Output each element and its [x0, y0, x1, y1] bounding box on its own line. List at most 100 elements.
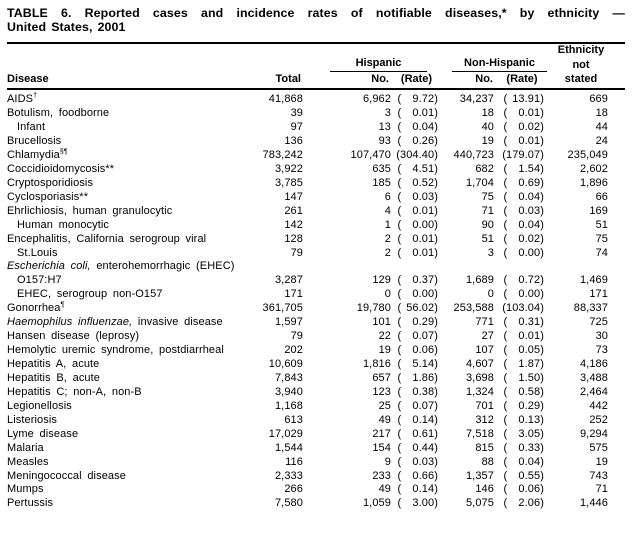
table-row: AIDS† 41,868 6,962 (9.72) 34,237 (13.91) 669	[7, 89, 625, 107]
table-row: Botulism, foodborne 39 3 (0.01) 18 (0.01) 18	[7, 107, 625, 121]
total-cell: 1,168	[274, 399, 303, 412]
ethnicity-not-stated-cell: 669	[589, 93, 608, 106]
header-disease: Disease	[7, 72, 250, 91]
nonhispanic-rate-cell: (179.07)	[502, 148, 544, 161]
header-hispanic-no: No.	[305, 72, 393, 91]
ethnicity-not-stated-cell: 19	[595, 455, 608, 468]
table-row: St.Louis 79 2 (0.01) 3 (0.00) 74	[7, 247, 625, 261]
nonhispanic-no-cell: 71	[481, 204, 494, 217]
hispanic-no-cell: 0	[384, 288, 391, 301]
disease-cell: Mumps	[7, 483, 44, 496]
nonhispanic-rate-cell: (1.54)	[503, 162, 544, 175]
header-hispanic-rate: (Rate)	[393, 72, 440, 91]
hispanic-rate-cell: (0.01)	[397, 232, 438, 245]
hispanic-no-cell: 2	[384, 232, 391, 245]
table-body: AIDS† 41,868 6,962(9.72) 34,237(13.91) 669 Bo…	[7, 89, 625, 511]
disease-cell: Human monocytic	[17, 218, 110, 231]
nonhispanic-no-cell: 3	[487, 246, 494, 259]
table-row: Hepatitis A, acute 10,609 1,816 (5.14) 4,607…	[7, 358, 625, 372]
ethnicity-not-stated-cell: 235,049	[567, 148, 608, 161]
header-total: Total	[250, 72, 305, 91]
total-cell: 7,580	[274, 497, 303, 510]
table-row: Hemolytic uremic syndrome, postdiarrheal…	[7, 344, 625, 358]
ethnicity-not-stated-cell: 24	[595, 135, 608, 147]
disease-cell: St.Louis	[17, 246, 58, 259]
header-spacer	[250, 57, 305, 72]
disease-cell: Chlamydia§¶	[7, 148, 68, 161]
nonhispanic-rate-cell: (1.50)	[503, 371, 544, 384]
table-row: Escherichia coli, enterohemorrhagic (EHE…	[7, 260, 625, 274]
hispanic-rate-cell: (304.40)	[396, 148, 438, 161]
hispanic-rate-cell: (0.38)	[397, 385, 438, 398]
hispanic-no-cell: 19	[378, 344, 391, 357]
disease-name-italic: Escherichia coli,	[7, 260, 91, 273]
nonhispanic-rate-cell: (0.13)	[503, 413, 544, 426]
disease-cell: Ehrlichiosis, human granulocytic	[7, 204, 173, 217]
table-row: Meningococcal disease 2,333 233 (0.66) 1,357…	[7, 470, 625, 484]
ethnicity-not-stated-cell: 30	[595, 330, 608, 343]
table-row: O157:H7 3,287 129 (0.37) 1,689 (0.72) 1,469	[7, 274, 625, 288]
header-spacer	[7, 44, 250, 57]
ethnicity-not-stated-cell: 743	[589, 469, 608, 482]
disease-cell: Measles	[7, 455, 49, 468]
hispanic-no-cell: 657	[372, 371, 391, 384]
total-cell: 3,940	[274, 385, 303, 398]
nonhispanic-no-cell: 3,698	[465, 371, 494, 384]
footnote-marker: †	[33, 92, 37, 100]
hispanic-rate-cell: (0.01)	[397, 107, 438, 120]
header-spacer	[440, 44, 547, 57]
hispanic-no-cell: 4	[384, 204, 391, 217]
total-cell: 128	[284, 232, 303, 245]
hispanic-rate-cell: (0.26)	[397, 135, 438, 147]
hispanic-no-cell: 3	[384, 107, 391, 120]
disease-cell: Meningococcal disease	[7, 469, 126, 482]
nonhispanic-no-cell	[440, 260, 497, 274]
nonhispanic-rate-cell: (0.00)	[503, 246, 544, 259]
ethnicity-not-stated-cell: 1,446	[579, 497, 608, 510]
disease-cell: Gonorrhea¶	[7, 301, 65, 315]
hispanic-no-cell: 49	[378, 413, 391, 426]
disease-cell: Botulism, foodborne	[7, 107, 110, 120]
disease-cell: EHEC, serogroup non-O157	[17, 288, 163, 301]
hispanic-rate-cell: (0.00)	[397, 288, 438, 301]
hispanic-no-cell	[305, 260, 393, 274]
total-cell: 7,843	[274, 371, 303, 384]
page-title-line1: TABLE 6. Reported cases and incidence ra…	[7, 6, 625, 20]
nonhispanic-no-cell: 682	[475, 162, 494, 175]
hispanic-no-cell: 22	[378, 330, 391, 343]
hispanic-no-cell: 6,962	[362, 93, 391, 106]
table-row: Cryptosporidiosis 3,785 185 (0.52) 1,704 (0.6…	[7, 177, 625, 191]
table-row: Malaria 1,544 154 (0.44) 815 (0.33) 575	[7, 442, 625, 456]
nonhispanic-rate-cell: (0.02)	[503, 232, 544, 245]
ethnicity-not-stated-cell: 442	[589, 399, 608, 412]
total-cell: 39	[290, 107, 303, 120]
hispanic-no-cell: 635	[372, 162, 391, 175]
total-cell: 1,597	[274, 316, 303, 329]
disease-cell: Hepatitis A, acute	[7, 358, 100, 370]
hispanic-rate-cell: (0.37)	[397, 274, 438, 287]
hispanic-rate-cell: (0.14)	[397, 413, 438, 426]
nonhispanic-no-cell: 18	[481, 107, 494, 120]
nonhispanic-rate-cell: (103.04)	[502, 302, 544, 315]
header-hispanic-label: Hispanic	[330, 57, 427, 73]
nonhispanic-rate-cell: (3.05)	[503, 427, 544, 440]
total-cell: 142	[284, 218, 303, 231]
table-row: Chlamydia§¶ 783,242 107,470 (304.40) 440,723…	[7, 148, 625, 163]
ethnicity-not-stated-cell: 171	[589, 288, 608, 301]
nonhispanic-no-cell: 701	[475, 399, 494, 412]
nonhispanic-no-cell: 1,357	[465, 469, 494, 482]
nonhispanic-rate-cell	[497, 260, 547, 274]
nonhispanic-no-cell: 51	[481, 232, 494, 245]
table-row: Human monocytic 142 1 (0.00) 90 (0.04) 51	[7, 219, 625, 233]
nonhispanic-rate-cell: (1.87)	[503, 358, 544, 370]
ethnicity-not-stated-cell: 2,602	[579, 162, 608, 175]
header-row-groups: Hispanic Non-Hispanic not	[7, 57, 625, 73]
table-row: Infant 97 13 (0.04) 40 (0.02) 44	[7, 121, 625, 135]
total-cell: 171	[284, 288, 303, 301]
hispanic-rate-cell: (3.00)	[397, 497, 438, 510]
header-row-columns: Disease Total No. (Rate) No. (Rate) stat…	[7, 72, 625, 91]
nonhispanic-no-cell: 5,075	[465, 497, 494, 510]
nonhispanic-rate-cell: (0.33)	[503, 441, 544, 454]
total-cell: 147	[284, 190, 303, 203]
